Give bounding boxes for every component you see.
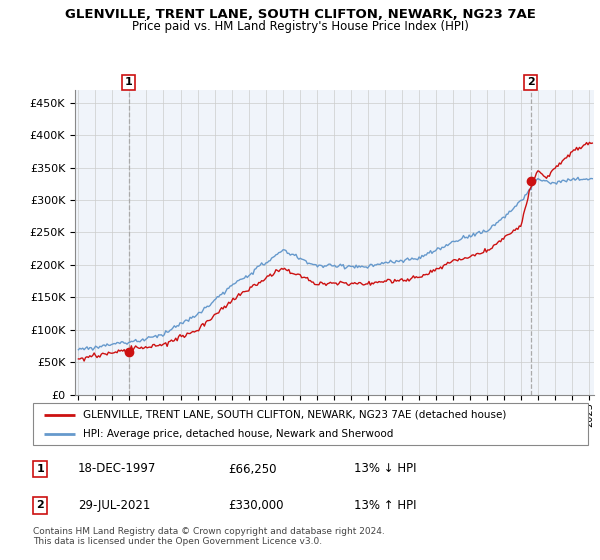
Text: Price paid vs. HM Land Registry's House Price Index (HPI): Price paid vs. HM Land Registry's House … <box>131 20 469 32</box>
Text: 1: 1 <box>125 77 133 87</box>
Text: £66,250: £66,250 <box>228 463 277 475</box>
Text: 2: 2 <box>37 501 44 510</box>
Text: 13% ↑ HPI: 13% ↑ HPI <box>354 499 416 512</box>
Text: 18-DEC-1997: 18-DEC-1997 <box>78 463 157 475</box>
Text: 2: 2 <box>527 77 535 87</box>
Text: 13% ↓ HPI: 13% ↓ HPI <box>354 463 416 475</box>
Text: Contains HM Land Registry data © Crown copyright and database right 2024.
This d: Contains HM Land Registry data © Crown c… <box>33 526 385 546</box>
Text: 1: 1 <box>37 464 44 474</box>
Text: HPI: Average price, detached house, Newark and Sherwood: HPI: Average price, detached house, Newa… <box>83 430 394 439</box>
Text: £330,000: £330,000 <box>228 499 284 512</box>
Text: 29-JUL-2021: 29-JUL-2021 <box>78 499 151 512</box>
Text: GLENVILLE, TRENT LANE, SOUTH CLIFTON, NEWARK, NG23 7AE (detached house): GLENVILLE, TRENT LANE, SOUTH CLIFTON, NE… <box>83 410 506 420</box>
Text: GLENVILLE, TRENT LANE, SOUTH CLIFTON, NEWARK, NG23 7AE: GLENVILLE, TRENT LANE, SOUTH CLIFTON, NE… <box>65 8 535 21</box>
